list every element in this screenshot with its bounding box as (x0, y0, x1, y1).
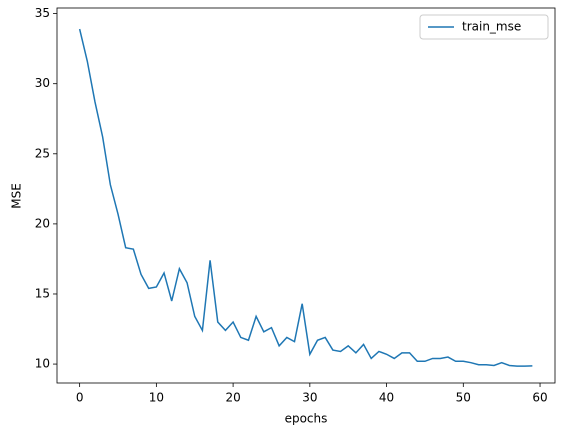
y-tick-label: 10 (35, 357, 50, 371)
x-tick-label: 60 (532, 391, 547, 405)
line-series (78, 28, 533, 367)
y-tick-label: 20 (35, 216, 50, 230)
y-tick-label: 35 (35, 6, 50, 20)
axes-frame (56, 7, 556, 384)
x-tick-label: 40 (379, 391, 394, 405)
x-tick-label: 20 (225, 391, 240, 405)
y-tick-label: 25 (35, 146, 50, 160)
y-tick-label: 30 (35, 76, 50, 90)
x-tick-label: 10 (149, 391, 164, 405)
legend: train_mse (419, 14, 549, 40)
legend-box (419, 14, 549, 40)
y-tick-label: 15 (35, 286, 50, 300)
x-tick-label: 50 (456, 391, 471, 405)
x-tick-label: 0 (76, 391, 84, 405)
legend-label: train_mse (462, 20, 521, 34)
x-axis-label: epochs (285, 412, 328, 426)
y-axis-label: MSE (10, 183, 24, 209)
x-tick-label: 30 (302, 391, 317, 405)
